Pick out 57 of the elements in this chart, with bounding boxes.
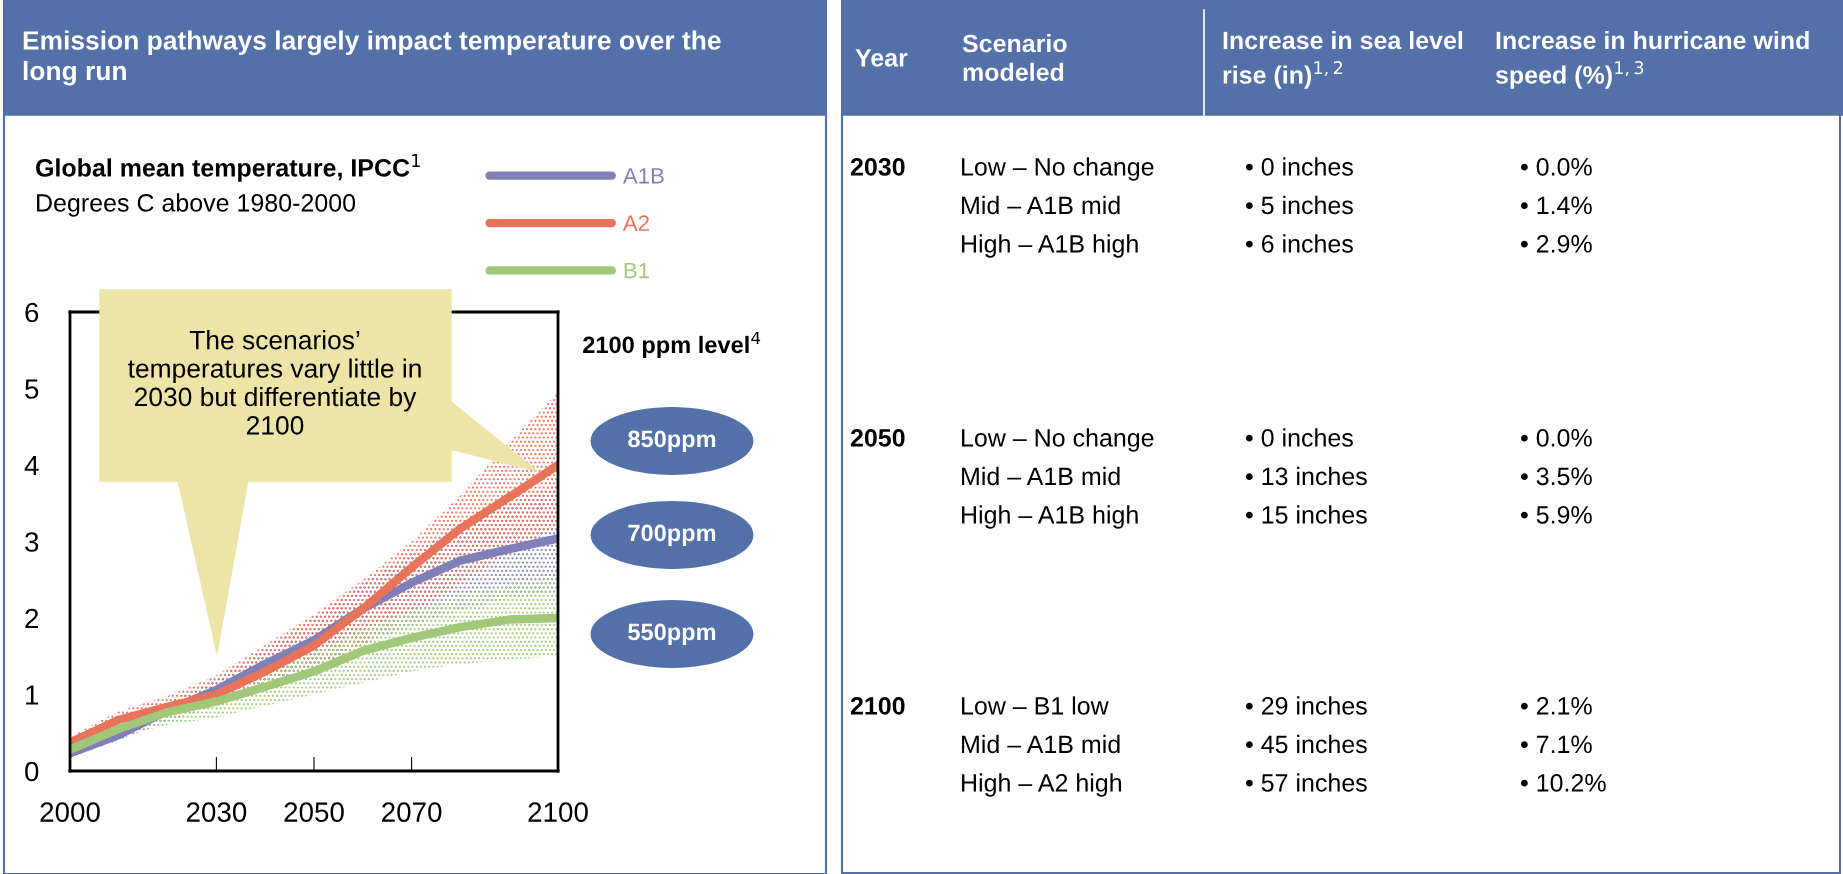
text: Mid – A1B mid: [962, 195, 1120, 215]
text: Year: [855, 49, 908, 67]
text: Low – No change: [962, 157, 1154, 181]
x-tick-label: 2050: [284, 802, 344, 822]
text: • 5.9%: [1520, 506, 1592, 524]
text: 2030: [850, 158, 905, 176]
text: • 7.1%: [1520, 735, 1592, 754]
x-tick-label: 2100: [528, 802, 588, 822]
chart-subtitle: Global mean temperature, IPCC$^{1}$: [36, 154, 420, 182]
text: 2050: [850, 429, 905, 447]
x-tick-label: 2070: [382, 802, 442, 822]
text: • 2.1%: [1520, 697, 1592, 715]
text: • 1.4%: [1520, 196, 1592, 215]
text: • 5 inches: [1245, 195, 1353, 215]
text: • 0 inches: [1245, 428, 1353, 447]
text: • 15 inches: [1245, 505, 1367, 524]
text: A2: [622, 215, 649, 231]
text: • 45 inches: [1245, 734, 1367, 754]
text: Scenario modeled: [962, 33, 1067, 82]
text: • 6 inches: [1245, 234, 1353, 253]
text: A1B: [622, 168, 664, 184]
y-axis-title: Degrees C above 1980-2000: [37, 193, 356, 217]
text: 850ppm: [628, 430, 716, 452]
text: Increase in sea level rise (in)$^{1,2}$: [1223, 30, 1463, 89]
text: High – A1B high: [962, 505, 1138, 529]
chart-title: Emission pathways largely impact temperature over the long run: [23, 30, 721, 86]
text: Mid – A1B mid: [962, 466, 1120, 486]
y-tick-label: 3: [25, 532, 39, 552]
y-tick-label: 6: [25, 302, 39, 323]
text: B1: [624, 262, 649, 279]
y-tick-label: 5: [25, 379, 39, 399]
text: • 0 inches: [1245, 157, 1353, 176]
annotation: The scenarios’ temperatures vary little in 2030 but differentiate by 2100: [128, 330, 421, 435]
text: Low – No change: [962, 428, 1154, 452]
text: • 29 inches: [1245, 696, 1367, 715]
text: High – A1B high: [962, 234, 1138, 258]
text: 550ppm: [628, 623, 716, 645]
text: • 57 inches: [1245, 773, 1367, 792]
text: Low – B1 low: [962, 696, 1109, 715]
x-tick-label: 2030: [186, 802, 247, 822]
text: 700ppm: [628, 524, 716, 546]
text: • 0.0%: [1520, 429, 1592, 447]
y-tick-label: 1: [26, 685, 39, 705]
y-tick-label: 2: [25, 608, 39, 629]
text: • 2.9%: [1520, 235, 1592, 253]
text: 2100 ppm level$^{4}$: [583, 331, 761, 358]
x-tick-label: 2000: [40, 802, 100, 822]
text: 2100: [850, 697, 905, 715]
text: Mid – A1B mid: [962, 734, 1120, 754]
text: • 3.5%: [1520, 467, 1592, 486]
y-tick-label: 0: [25, 761, 39, 782]
y-tick-label: 4: [24, 455, 39, 476]
text: Increase in hurricane wind speed (%)$^{1,3}$: [1495, 30, 1809, 89]
text: • 10.2%: [1520, 774, 1606, 792]
text: High – A2 high: [962, 773, 1121, 797]
text: • 13 inches: [1245, 466, 1367, 486]
text: • 0.0%: [1520, 158, 1592, 176]
